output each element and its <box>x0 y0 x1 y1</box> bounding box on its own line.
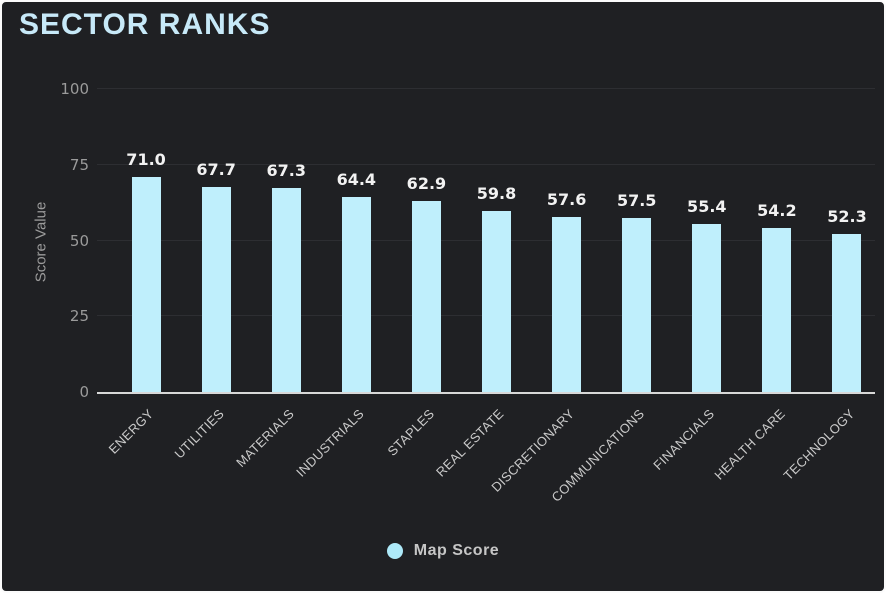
bar-slot: 55.4 <box>672 89 742 392</box>
legend: Map Score <box>2 542 884 560</box>
legend-marker-icon <box>386 543 403 559</box>
bar-materials: 67.3 <box>266 161 306 392</box>
chart-title: SECTOR RANKS <box>19 8 271 41</box>
y-axis-title: Score Value <box>32 201 50 283</box>
bar-slot: 67.7 <box>181 89 251 392</box>
bar-value-label: 62.9 <box>406 174 447 194</box>
y-axis-tick-label: 0 <box>79 383 89 401</box>
bars: 71.0 67.7 67.3 64.4 62.9 59.8 57.6 57.5 55.4 54.2… <box>111 89 882 392</box>
y-axis-tick-label: 25 <box>69 307 89 326</box>
gridline <box>97 163 875 165</box>
bar-value-label: 67.3 <box>266 161 306 181</box>
bar-slot: 57.5 <box>602 89 672 392</box>
bar-health-care: 54.2 <box>757 201 797 392</box>
bar-slot: 52.3 <box>812 89 882 392</box>
bar-financials: 55.4 <box>687 197 727 392</box>
y-axis-tick-label: 50 <box>69 231 89 250</box>
bar-slot: 54.2 <box>742 89 812 392</box>
bar-value-label: 59.8 <box>476 183 517 203</box>
bar-value-label: 55.4 <box>687 197 727 217</box>
x-axis-label-slot: INDUSTRIALS <box>293 394 391 509</box>
x-axis-label-slot: ENERGY <box>106 394 181 509</box>
legend-label: Map Score <box>413 542 500 559</box>
bar-value-label: 52.3 <box>827 206 867 226</box>
bar-value-label: 57.5 <box>616 190 657 210</box>
x-axis-label-staples: STAPLES <box>384 406 438 459</box>
bar-industrials: 64.4 <box>337 170 376 392</box>
bar-value-label: 57.6 <box>546 190 587 210</box>
bar-slot: 62.9 <box>391 89 461 392</box>
bar-value-label: 54.2 <box>757 200 797 220</box>
plot-area: 0 25 50 75 100 71.0 67.7 67.3 64.4 62.9 59.8 57.6 5… <box>60 80 875 401</box>
bar-real-estate: 59.8 <box>477 184 516 392</box>
bar-value-label: 64.4 <box>336 169 377 189</box>
x-axis-labels: ENERGY UTILITIES MATERIALS INDUSTRIALS STAPL… <box>106 394 882 509</box>
gridline <box>97 88 875 89</box>
bar-slot: 71.0 <box>111 89 181 392</box>
legend-item-map-score[interactable]: Map Score <box>386 542 500 560</box>
bar-slot: 64.4 <box>321 89 391 392</box>
bar-communications: 57.5 <box>617 191 656 392</box>
bar-technology: 52.3 <box>827 207 867 392</box>
bar-staples: 62.9 <box>407 174 446 392</box>
bar-slot: 57.6 <box>532 89 602 392</box>
bar-energy: 71.0 <box>126 150 166 392</box>
y-axis-tick-label: 75 <box>69 155 89 174</box>
bar-discretionary: 57.6 <box>547 190 586 392</box>
y-axis-tick-label: 100 <box>60 80 89 98</box>
bar-slot: 67.3 <box>251 89 321 392</box>
bar-slot: 59.8 <box>461 89 531 392</box>
x-axis-label-energy: ENERGY <box>105 406 157 457</box>
x-axis-label-slot: TECHNOLOGY <box>781 394 882 509</box>
bar-value-label: 67.7 <box>196 159 236 179</box>
bar-utilities: 67.7 <box>196 160 236 392</box>
bar-value-label: 71.0 <box>126 149 166 169</box>
